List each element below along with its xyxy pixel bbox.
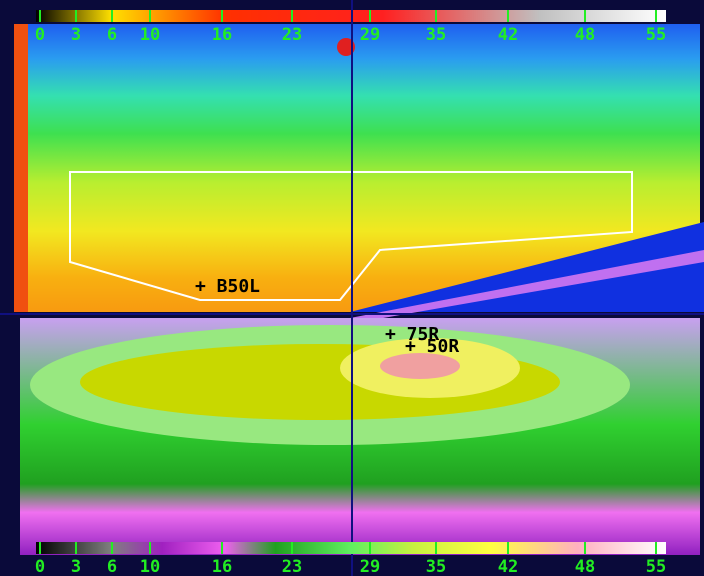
cutoff-wedge xyxy=(350,222,704,312)
scale-label: 0 xyxy=(35,25,45,45)
scale-label: 42 xyxy=(498,25,518,45)
scale-label: 42 xyxy=(498,557,518,576)
hot-spot xyxy=(380,353,460,379)
scale-label: 10 xyxy=(140,25,160,45)
scale-label: 16 xyxy=(212,557,232,576)
scale-label: 29 xyxy=(360,557,380,576)
hot-dot xyxy=(337,38,355,56)
scale-label: 55 xyxy=(646,25,666,45)
scale-label: 35 xyxy=(426,557,446,576)
scale-label: 35 xyxy=(426,25,446,45)
marker-label: + B50L xyxy=(195,276,260,297)
marker-label: + 50R xyxy=(405,336,459,357)
scale-label: 29 xyxy=(360,25,380,45)
scale-label: 48 xyxy=(575,557,595,576)
cutoff-band xyxy=(350,250,704,322)
scale-label: 6 xyxy=(107,25,117,45)
scale-label: 0 xyxy=(35,557,45,576)
color-scale-bottom xyxy=(36,542,666,554)
scale-label: 10 xyxy=(140,557,160,576)
left-strip xyxy=(14,24,28,312)
zone-outline xyxy=(69,171,633,301)
scale-label: 48 xyxy=(575,25,595,45)
scale-label: 23 xyxy=(282,25,302,45)
marker-label: + 75R xyxy=(385,324,439,345)
scale-label: 16 xyxy=(212,25,232,45)
scale-label: 6 xyxy=(107,557,117,576)
scale-label: 3 xyxy=(71,557,81,576)
scale-label: 23 xyxy=(282,557,302,576)
scale-label: 55 xyxy=(646,557,666,576)
scale-label: 3 xyxy=(71,25,81,45)
